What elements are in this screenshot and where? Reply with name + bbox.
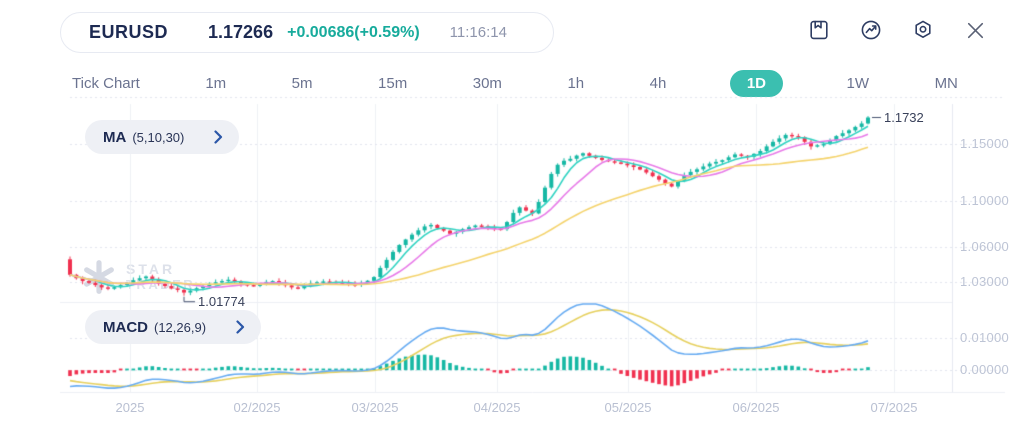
ma-label: MA [103, 128, 127, 146]
low-price-label: 1.01774 [198, 293, 245, 309]
main-ytick-label-2: 1.06000 [960, 239, 1010, 255]
main-ytick-label-0: 1.15000 [960, 136, 1010, 152]
macd-ytick-label-0: 0.01000 [960, 329, 1010, 345]
macd-label: MACD [103, 318, 148, 336]
last-price-label: 1.1732 [884, 109, 924, 125]
x-tick-label-5: 06/2025 [732, 400, 780, 415]
chevron-right-icon [236, 320, 245, 334]
x-tick-label-4: 05/2025 [604, 400, 652, 415]
macd-ytick-label-1: 0.00000 [960, 362, 1010, 378]
macd-params: (12,26,9) [154, 319, 207, 335]
ma-indicator-button[interactable]: MA (5,10,30) [85, 120, 240, 154]
macd-indicator-button[interactable]: MACD (12,26,9) [85, 310, 262, 344]
ma-params: (5,10,30) [132, 129, 185, 145]
x-tick-label-0: 2025 [115, 400, 145, 415]
x-tick-label-6: 07/2025 [870, 400, 918, 415]
chevron-right-icon [214, 130, 223, 144]
x-tick-label-3: 04/2025 [473, 400, 521, 415]
x-tick-label-1: 02/2025 [233, 400, 281, 415]
main-ytick-label-3: 1.03000 [960, 273, 1010, 289]
x-tick-label-2: 03/2025 [351, 400, 399, 415]
main-ytick-label-1: 1.10000 [960, 193, 1010, 209]
